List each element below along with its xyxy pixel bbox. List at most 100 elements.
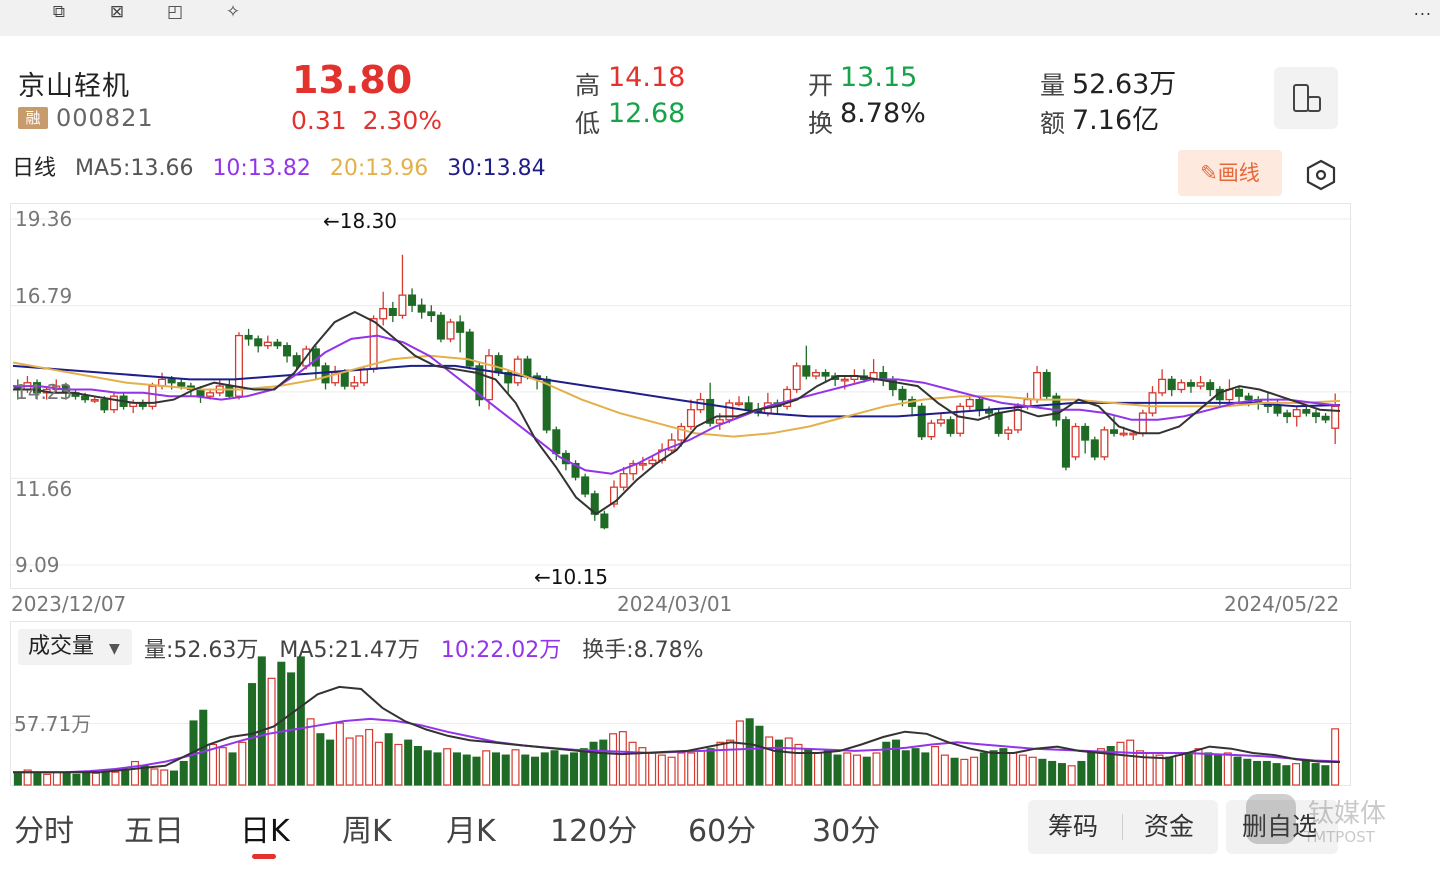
volume-bar-down: [404, 739, 413, 786]
candle-down: [321, 365, 330, 384]
volume-bar-up: [111, 771, 120, 786]
candle-up: [1100, 429, 1109, 458]
tab-five-day[interactable]: 五日: [124, 814, 184, 849]
candle-up: [696, 398, 705, 411]
volume-bar-down: [892, 739, 901, 786]
tab-60min[interactable]: 60分: [688, 814, 757, 849]
candle-down: [1081, 425, 1090, 441]
volume-bar-up: [667, 756, 676, 786]
candle-up: [648, 459, 657, 465]
volume-bar-down: [560, 754, 569, 786]
volume-bar-down: [1165, 756, 1174, 786]
candle-up: [1004, 429, 1013, 434]
volume-bar-up: [130, 760, 139, 786]
candle-up: [263, 341, 272, 347]
tab-weekly-k[interactable]: 周K: [342, 814, 392, 849]
candle-down: [1206, 382, 1215, 391]
candle-up: [609, 486, 619, 505]
candle-up: [1033, 371, 1042, 401]
candle-down: [581, 476, 590, 495]
volume-label: 量: [1040, 71, 1066, 100]
volume-bar-up: [52, 771, 61, 786]
volume-bar-up: [23, 769, 32, 786]
volume-bar-up: [1223, 752, 1232, 786]
watermark-text: 钛媒体: [1308, 799, 1386, 829]
volume-bar-down: [1184, 752, 1193, 786]
candle-up: [446, 321, 455, 340]
draw-line-label: 画线: [1217, 161, 1260, 185]
candle-down: [1090, 439, 1099, 458]
candle-up: [725, 402, 734, 421]
magic-wand-icon[interactable]: ✧: [225, 2, 241, 22]
candle-down: [571, 462, 580, 478]
candle-down: [1052, 395, 1061, 421]
volume-bar-down: [901, 750, 910, 786]
volume-bar-up: [765, 736, 774, 786]
tab-daily-k[interactable]: 日K: [240, 814, 290, 849]
window-icon[interactable]: ⧉: [52, 2, 66, 22]
chip-distribution-button[interactable]: 筹码: [1048, 812, 1099, 841]
volume-bar-down: [423, 750, 432, 786]
high-label: 高: [575, 71, 601, 100]
volume-bar-down: [989, 750, 998, 786]
volume-bar-down: [706, 748, 715, 786]
candle-down: [898, 388, 907, 401]
low-value: 12.68: [608, 98, 686, 129]
external-window-icon[interactable]: ◰: [166, 2, 184, 22]
tab-intraday[interactable]: 分时: [14, 814, 74, 849]
volume-bar-up: [609, 733, 618, 786]
volume-bar-up: [628, 741, 637, 786]
volume-bar-down: [1272, 763, 1281, 786]
candle-down: [465, 331, 474, 367]
ma30-legend: 30:13.84: [447, 156, 546, 181]
candle-down: [494, 355, 503, 374]
volume-bar-up: [716, 741, 725, 786]
volume-bar-down: [833, 754, 842, 786]
remove-watchlist-button[interactable]: 删自选: [1226, 800, 1338, 854]
candle-down: [744, 402, 753, 411]
candle-down: [552, 429, 561, 455]
volume-bar-down: [452, 752, 461, 786]
candle-up: [629, 462, 638, 475]
candle-up: [811, 371, 820, 377]
volume-bar-down: [472, 756, 481, 786]
indicator-selector[interactable]: 成交量 ▼: [18, 629, 132, 665]
candle-down: [81, 395, 90, 401]
volume-bar-up: [43, 773, 52, 786]
chart-settings-button[interactable]: [1304, 158, 1338, 192]
volume-bar-up: [150, 768, 159, 786]
open-value: 13.15: [840, 62, 918, 93]
volume-bar-down: [599, 739, 608, 786]
volume-bar-up: [618, 731, 627, 786]
candle-up: [398, 294, 407, 317]
volume-bar-up: [209, 743, 218, 786]
candle-down: [994, 412, 1003, 434]
landscape-button[interactable]: [1274, 67, 1338, 129]
kline-panel[interactable]: [10, 203, 1352, 589]
volume-bar-up: [687, 752, 696, 786]
last-price: 13.80: [292, 58, 413, 102]
candle-up: [792, 365, 801, 391]
candle-up: [359, 368, 368, 384]
draw-line-button[interactable]: ✎画线: [1178, 150, 1282, 196]
candle-up: [619, 473, 628, 488]
candle-up: [1196, 382, 1205, 387]
tab-30min[interactable]: 30分: [812, 814, 881, 849]
more-menu-icon[interactable]: ...: [1413, 0, 1432, 19]
ma20-line: [12, 354, 1341, 438]
volume-bar-up: [940, 754, 949, 786]
volume-bar-down: [862, 756, 871, 786]
close-box-icon[interactable]: ⊠: [109, 2, 125, 22]
capital-flow-button[interactable]: 资金: [1144, 812, 1195, 841]
high-annotation: ←18.30: [323, 209, 398, 233]
volume-panel[interactable]: [10, 621, 1352, 786]
candle-down: [100, 398, 109, 411]
candle-down: [456, 321, 465, 333]
volume-bar-down: [540, 752, 549, 786]
volume-bar-up: [482, 750, 491, 786]
volume-bar-up: [1135, 750, 1144, 786]
turnover-value: 8.78%: [840, 98, 926, 129]
tab-120min[interactable]: 120分: [550, 814, 638, 849]
volume-bar-down: [1106, 745, 1115, 786]
tab-monthly-k[interactable]: 月K: [446, 814, 496, 849]
